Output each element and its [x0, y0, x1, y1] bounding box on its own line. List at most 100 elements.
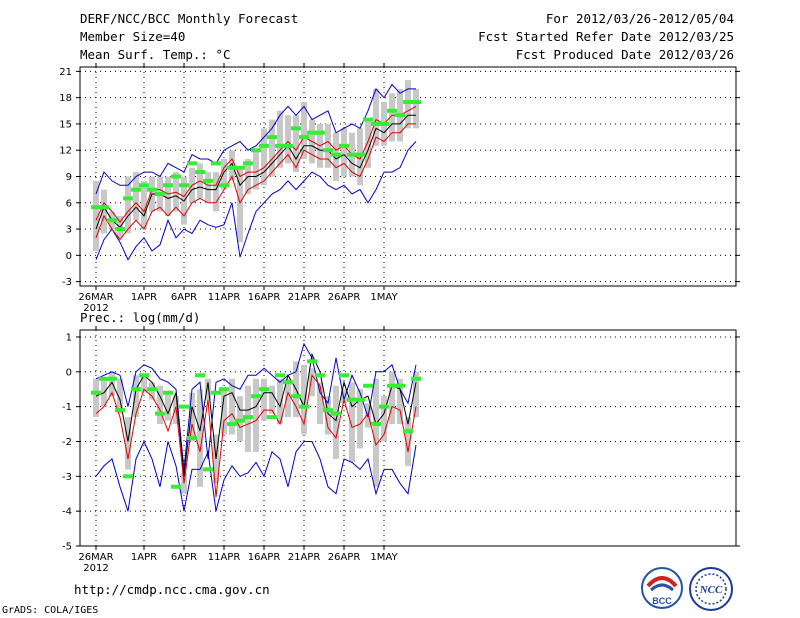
temp-ytick-label: 3 [66, 225, 72, 236]
temp-observed-mark [179, 183, 189, 188]
temp-ytick-label: 0 [66, 251, 72, 262]
precip-spread-box [189, 392, 195, 442]
temp-observed-mark [99, 205, 109, 210]
precip-ytick-label: -4 [62, 507, 72, 518]
temp-observed-mark [259, 143, 269, 148]
temp-observed-mark [155, 192, 165, 197]
start-date: Fcst Started Refer Date 2012/03/25 [478, 29, 734, 44]
precip-spread-box [221, 389, 227, 435]
precip-observed-mark [339, 373, 349, 378]
precip-spread-box [397, 378, 403, 425]
temp-observed-mark [323, 148, 333, 153]
precip-spread-box [253, 378, 259, 452]
temp-observed-mark [147, 187, 157, 192]
temp-observed-mark [371, 121, 381, 126]
temp-observed-mark [275, 143, 285, 148]
precip-observed-mark [403, 429, 413, 434]
precip-spread-box [333, 385, 339, 459]
temp-observed-mark [139, 183, 149, 188]
temp-spread-box [373, 88, 379, 146]
precip-spread-box [197, 389, 203, 487]
temp-observed-mark [123, 196, 133, 201]
temp-spread-box [413, 88, 419, 129]
temp-observed-mark [235, 165, 245, 170]
precip-observed-mark [371, 422, 381, 427]
precip-observed-mark [227, 422, 237, 427]
precip-xtick-label: 26MAR [78, 552, 113, 563]
temp-ytick-label: 9 [66, 172, 72, 183]
temp-spread-box [405, 80, 411, 129]
precip-observed-mark [291, 394, 301, 399]
temp-observed-mark [411, 100, 421, 105]
precip-spread-box [341, 389, 347, 404]
precip-spread-box [349, 382, 355, 463]
precip-observed-mark [299, 404, 309, 409]
precip-observed-mark [307, 359, 317, 364]
precip-observed-mark [411, 376, 421, 381]
precip-spread-box [93, 378, 99, 418]
precip-xtick-label: 26APR [328, 552, 361, 563]
temp-spread-box [333, 132, 339, 181]
precip-observed-mark [99, 376, 109, 381]
temp-observed-mark [307, 130, 317, 135]
precip-ytick-label: -5 [62, 542, 72, 553]
precip-observed-mark [187, 436, 197, 440]
temp-observed-mark [115, 227, 125, 232]
temp-spread-box [133, 172, 139, 221]
precip-spread-box [117, 378, 123, 414]
temp-spread-box [101, 189, 107, 234]
temp-observed-mark [107, 218, 117, 223]
precip-spread-box [317, 382, 323, 425]
precip-observed-mark [355, 397, 365, 402]
temp-ensemble-mean-line [95, 114, 416, 230]
precip-xtick-label: 11APR [208, 552, 241, 563]
temp-observed-mark [251, 148, 261, 153]
temp-ensemble-min-line [95, 83, 416, 195]
precip-ensemble-median-line [95, 374, 417, 498]
temp-xtick-label: 26APR [328, 292, 361, 303]
precip-observed-mark [171, 484, 181, 489]
precip-spread-box [109, 371, 115, 397]
precip-spread-box [373, 378, 379, 487]
precip-xtick-label: 1MAY [370, 552, 398, 563]
temp-ytick-label: 18 [59, 93, 72, 104]
precip-frame [79, 329, 737, 547]
bcc-logo: BCC [640, 566, 684, 610]
precip-xtick-label: 16APR [248, 552, 281, 563]
temp-ensemble-low-line [95, 123, 416, 241]
temp-observed-mark [243, 161, 253, 166]
temp-observed-mark [211, 161, 221, 166]
temp-observed-mark [171, 174, 181, 179]
source-url[interactable]: http://cmdp.ncc.cma.gov.cn [74, 582, 270, 597]
temp-observed-mark [339, 143, 349, 148]
temp-spread-box [229, 150, 235, 181]
variable-label: Mean Surf. Temp.: °C [80, 47, 231, 62]
temp-observed-mark [227, 165, 237, 170]
temp-spread-box [341, 128, 347, 177]
precip-spread-box [381, 396, 387, 442]
temp-observed-mark [379, 121, 389, 126]
precip-observed-mark [259, 387, 269, 392]
precip-observed-mark [275, 373, 285, 378]
temp-spread-box [261, 128, 267, 186]
temp-observed-mark [387, 108, 397, 113]
temp-ensemble-max-line [95, 141, 417, 261]
temp-ytick-label: 12 [59, 146, 72, 157]
temp-xtick-label: 1MAY [370, 292, 398, 303]
precip-ytick-label: -3 [62, 472, 72, 483]
precip-observed-mark [251, 394, 261, 399]
temp-spread-box [205, 172, 211, 203]
precip-observed-mark [115, 408, 125, 413]
temp-spread-box [93, 180, 99, 251]
temp-observed-mark [363, 117, 373, 122]
precip-spread-box [133, 375, 139, 418]
temp-spread-box [237, 167, 243, 243]
precip-ensemble-min-line [95, 440, 417, 512]
temp-spread-box [277, 110, 283, 168]
temp-observed-mark [355, 152, 365, 157]
precip-spread-box [229, 378, 235, 435]
precip-observed-mark [163, 390, 173, 395]
precip-spread-box [165, 392, 171, 421]
temp-xtick-label: 11APR [208, 292, 241, 303]
chart-title: DERF/NCC/BCC Monthly Forecast [80, 11, 299, 26]
